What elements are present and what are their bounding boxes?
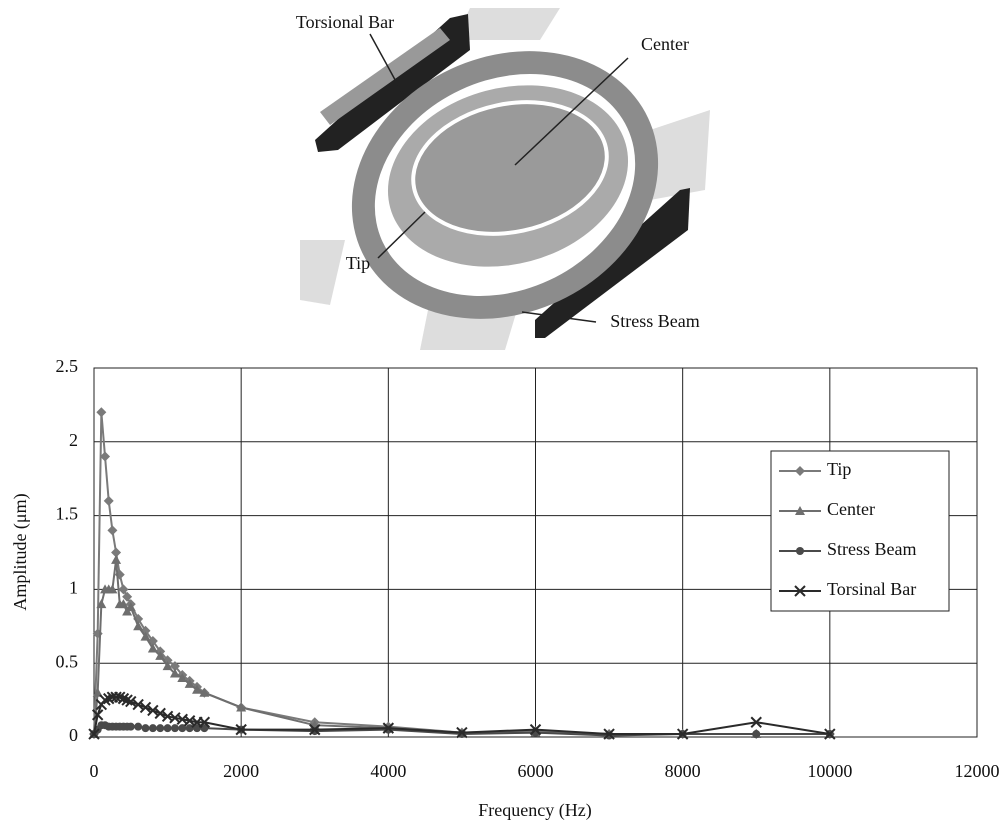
y-tick-label: 2.5 [56,356,79,376]
marker [127,723,135,731]
x-tick-label: 0 [90,761,99,781]
legend: Tip Center Stress Beam Torsinal Bar [771,451,949,611]
marker [752,730,760,738]
x-tick-label: 12000 [955,761,1000,781]
x-tick-label: 10000 [807,761,852,781]
marker [156,724,164,732]
marker [171,724,179,732]
y-tick-label: 0.5 [56,651,79,671]
series-line [94,412,830,734]
x-tick-label: 2000 [223,761,259,781]
figure: Torsional Bar Center Tip Stress Beam Fre… [0,0,1004,830]
marker [96,407,106,417]
label: Center [641,34,689,54]
marker [111,555,121,564]
device-drawing: Torsional Bar Center Tip Stress Beam [296,2,710,368]
legend-label: Tip [827,459,851,479]
marker [796,547,804,555]
x-tick-label: 8000 [665,761,701,781]
y-tick-label: 2 [69,430,78,450]
series-line [94,560,830,734]
y-tick-label: 1.5 [56,504,79,524]
legend-label: Torsinal Bar [827,579,916,599]
x-tick-label: 4000 [370,761,406,781]
legend-label: Stress Beam [827,539,917,559]
frame-part [455,8,560,40]
marker [186,724,194,732]
marker [149,724,157,732]
frame-part [300,240,345,305]
legend-label: Center [827,499,875,519]
marker [164,724,172,732]
y-axis-title: Amplitude (μm) [10,493,31,610]
page: {"diagram": {"labels": ["Torsional Bar",… [0,0,1004,830]
marker [104,496,114,506]
marker [107,525,117,535]
y-tick-label: 0 [69,725,78,745]
x-tick-label: 6000 [518,761,554,781]
frame-part [650,110,710,200]
label: Stress Beam [610,311,700,331]
marker [134,723,142,731]
x-axis-title: Frequency (Hz) [478,800,591,821]
label: Torsional Bar [296,12,394,32]
y-tick-label: 1 [69,578,78,598]
label: Tip [346,253,370,273]
marker [142,724,150,732]
